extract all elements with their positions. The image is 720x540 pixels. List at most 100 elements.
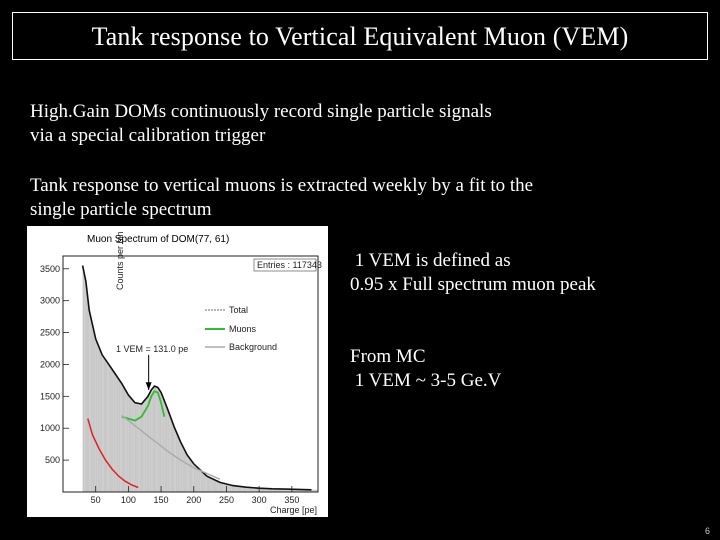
histogram-bar	[265, 488, 268, 492]
histogram-bar	[309, 489, 312, 492]
histogram-bar	[98, 348, 101, 492]
series-muons-line	[121, 390, 166, 422]
histogram-bar	[105, 360, 108, 492]
page-number: 6	[704, 526, 710, 536]
x-tick-label: 150	[154, 495, 169, 505]
histogram-bar	[177, 436, 180, 492]
histogram-bar	[192, 462, 194, 492]
y-axis-label: Counts per bin	[115, 231, 125, 290]
histogram-bar	[107, 363, 109, 492]
histogram-bar	[224, 483, 227, 492]
histogram-bar	[205, 475, 207, 492]
histogram-bar	[157, 388, 160, 492]
histogram-bar	[277, 488, 279, 492]
histogram-bar	[221, 483, 224, 492]
histogram-bar	[270, 488, 273, 492]
histogram-bar	[291, 489, 294, 492]
histogram-bar	[113, 372, 116, 492]
vem-annotation: 1 VEM = 131.0 pe	[116, 344, 188, 354]
histogram-bar	[311, 489, 314, 492]
histogram-bar	[306, 489, 309, 492]
histogram-bar	[170, 420, 173, 492]
legend-total: Total	[229, 305, 248, 315]
stats-box	[253, 258, 317, 272]
histogram-bar	[249, 487, 251, 492]
histogram-bar	[185, 453, 188, 492]
histogram-bar	[162, 398, 165, 492]
histogram-bar	[223, 483, 225, 492]
histogram-bar	[313, 489, 315, 492]
x-tick-label: 350	[284, 495, 299, 505]
histogram-bar	[118, 379, 121, 492]
histogram-bar	[139, 403, 142, 492]
histogram-bar	[301, 489, 304, 492]
histogram-bar	[138, 403, 140, 492]
histogram-bar	[228, 484, 230, 493]
histogram-bar	[304, 489, 307, 492]
histogram-bar	[234, 485, 237, 492]
histogram-bar	[200, 470, 202, 492]
histogram-bar	[226, 484, 229, 492]
histogram-bar	[219, 482, 222, 492]
histogram-bar	[151, 388, 153, 492]
y-tick-label: 500	[45, 455, 60, 465]
note-line: From MC	[350, 346, 426, 367]
paragraph-line: via a special calibration trigger	[30, 125, 266, 146]
y-tick-label: 2500	[40, 328, 60, 338]
histogram-bar	[197, 467, 199, 492]
histogram-bar	[115, 375, 117, 492]
histogram-bar	[264, 488, 266, 492]
histogram-bar	[82, 269, 85, 492]
histogram-bar	[216, 481, 219, 492]
histogram	[82, 269, 318, 493]
histogram-bar	[213, 479, 216, 492]
histogram-bar	[246, 487, 248, 492]
histogram-bar	[308, 489, 310, 492]
histogram-bar	[149, 391, 152, 492]
histogram-bar	[128, 396, 131, 492]
histogram-bar	[174, 428, 176, 492]
histogram-bar	[123, 387, 126, 492]
histogram-bar	[131, 399, 134, 492]
histogram-bar	[154, 386, 157, 492]
series-electromagnetic-line	[87, 418, 139, 489]
histogram-bar	[198, 469, 201, 492]
histogram-bar	[215, 480, 217, 492]
histogram-bar	[187, 456, 189, 492]
paragraph-extraction: Tank response to vertical muons is extra…	[30, 174, 533, 222]
slide-title: Tank response to Vertical Equivalent Muo…	[91, 22, 629, 51]
curves	[81, 265, 312, 491]
histogram-bar	[94, 335, 96, 492]
histogram-bar	[108, 365, 111, 492]
chart-title: Muon Spectrum of DOM(77, 61)	[87, 234, 229, 245]
histogram-bar	[193, 464, 196, 492]
histogram-bar	[130, 397, 132, 492]
histogram-bar	[84, 277, 86, 492]
stats-entries: Entries : 117343	[257, 260, 322, 270]
histogram-bar	[143, 401, 145, 492]
histogram-bar	[159, 391, 162, 492]
x-tick-label: 100	[121, 495, 136, 505]
histogram-bar	[316, 489, 318, 492]
histogram-bar	[172, 424, 175, 492]
histogram-bar	[290, 489, 292, 492]
histogram-bar	[112, 370, 114, 492]
paragraph-line: Tank response to vertical muons is extra…	[30, 175, 534, 196]
histogram-bar	[314, 489, 317, 492]
histogram-bar	[285, 489, 287, 492]
mc-note: From MC 1 VEM ~ 3-5 Ge.V	[350, 345, 501, 393]
histogram-bar	[102, 356, 104, 492]
histogram-bar	[161, 394, 163, 492]
histogram-bar	[303, 489, 305, 492]
histogram-bar	[257, 488, 260, 492]
histogram-bar	[218, 482, 220, 492]
histogram-bar	[208, 477, 211, 492]
histogram-bar	[288, 489, 291, 492]
histogram-bar	[121, 385, 124, 492]
y-tick-label: 3500	[40, 264, 60, 274]
paragraph-calibration: High.Gain DOMs continuously record singl…	[30, 100, 492, 148]
histogram-bar	[169, 415, 171, 492]
histogram-bar	[275, 488, 278, 492]
histogram-bar	[179, 440, 181, 492]
x-tick-label: 200	[186, 495, 201, 505]
